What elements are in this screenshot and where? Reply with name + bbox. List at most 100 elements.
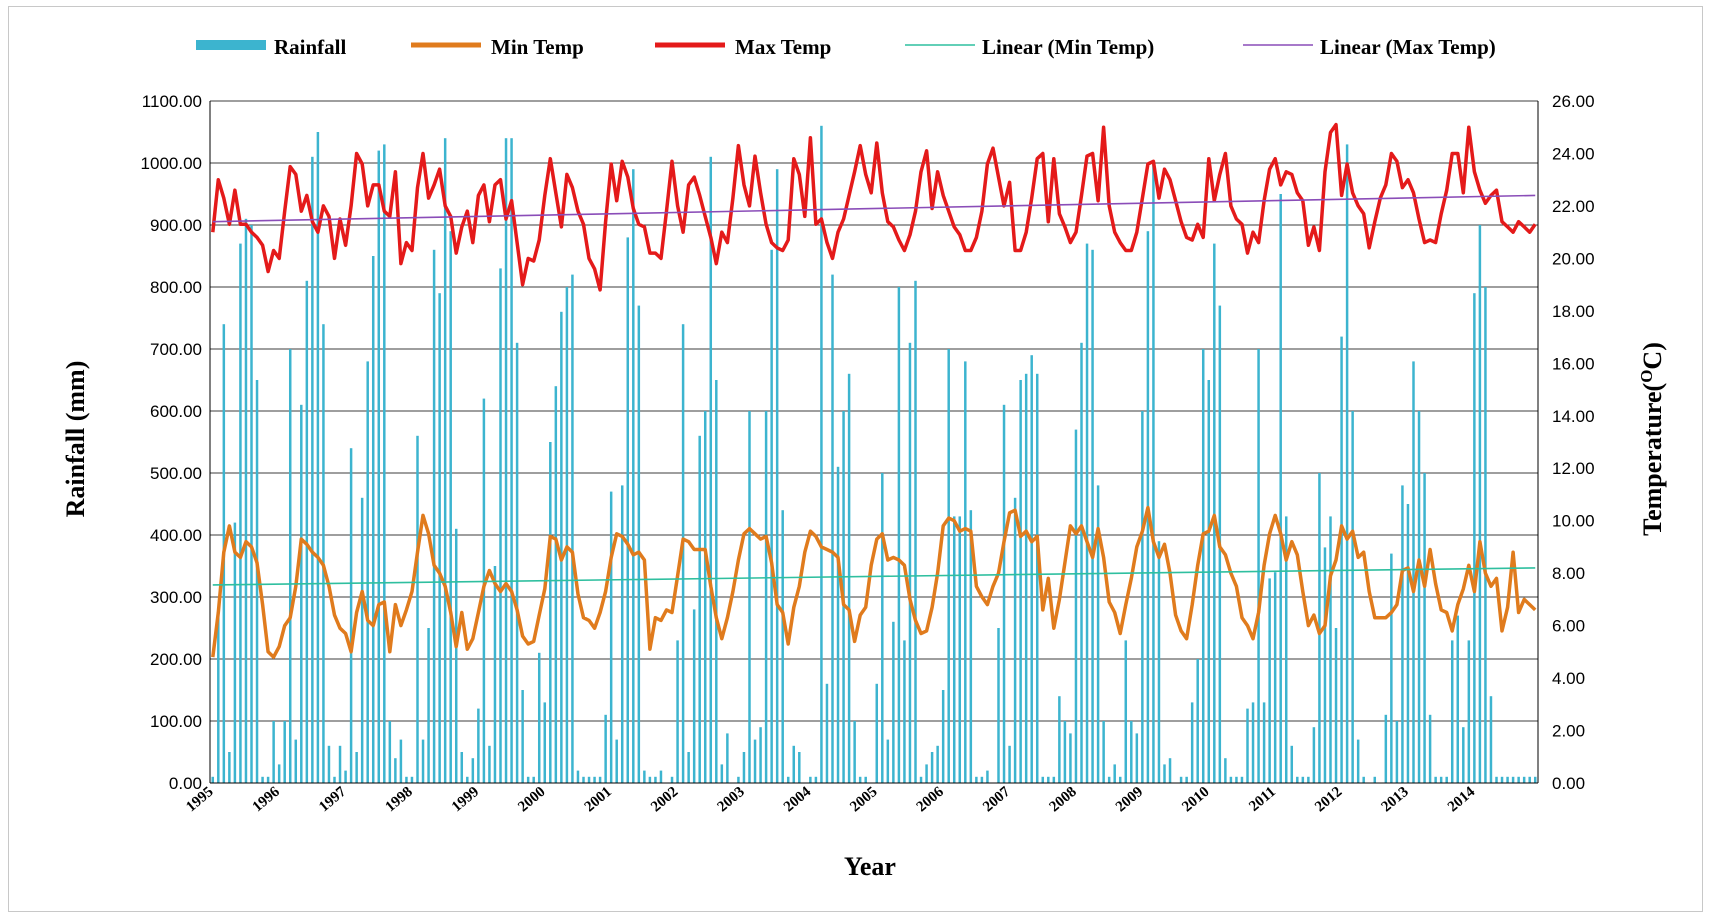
rainfall-bar xyxy=(1406,504,1410,783)
y-right-tick-label: 2.00 xyxy=(1552,722,1585,741)
rainfall-bar xyxy=(322,324,325,783)
rainfall-bar xyxy=(477,708,480,783)
rainfall-bar xyxy=(1224,758,1227,783)
rainfall-bar xyxy=(1058,696,1061,783)
rainfall-bar xyxy=(1456,615,1460,783)
rainfall-bar xyxy=(1190,702,1194,783)
rainfall-bar xyxy=(460,752,464,783)
x-tick-label: 2004 xyxy=(781,783,815,815)
rainfall-bar xyxy=(781,510,784,783)
rainfall-bar xyxy=(1213,243,1216,784)
y-right-tick-label: 16.00 xyxy=(1552,354,1595,373)
x-tick-label: 2012 xyxy=(1312,784,1345,816)
rainfall-bar xyxy=(925,764,928,783)
x-tick-label: 2003 xyxy=(715,784,748,816)
rainfall-bar xyxy=(360,497,364,783)
y-right-tick-label: 4.00 xyxy=(1552,669,1585,688)
rainfall-bar xyxy=(1384,714,1388,783)
legend-label-min-temp: Min Temp xyxy=(491,35,584,59)
rainfall-bar xyxy=(383,144,386,783)
y-left-tick-label: 1100.00 xyxy=(142,92,202,111)
rainfall-bar xyxy=(759,727,762,783)
rainfall-bar xyxy=(1063,721,1067,783)
min-temp-line xyxy=(211,505,1537,659)
rainfall-bar xyxy=(798,752,801,783)
rainfall-bar xyxy=(1179,776,1183,783)
rainfall-bar xyxy=(1533,776,1537,783)
x-tick-label: 2002 xyxy=(648,784,681,816)
rainfall-bar xyxy=(831,274,834,783)
rainfall-bar xyxy=(1240,776,1244,783)
rainfall-bar xyxy=(427,628,430,783)
rainfall-bar xyxy=(449,231,452,783)
x-tick-label: 2000 xyxy=(515,784,548,816)
linear-min-temp-line xyxy=(212,567,1536,586)
rainfall-bar xyxy=(632,169,635,783)
rainfall-bar xyxy=(997,628,1000,783)
rainfall-bar xyxy=(471,758,475,783)
rainfall-bar xyxy=(526,776,530,783)
x-axis-title: Year xyxy=(844,852,896,881)
rainfall-bar xyxy=(283,721,286,783)
rainfall-bar xyxy=(820,125,823,784)
rainfall-bar xyxy=(554,386,558,783)
rainfall-bar xyxy=(1390,553,1393,783)
rainfall-bar xyxy=(1107,776,1111,783)
rainfall-bar xyxy=(964,361,967,783)
rainfall-bar xyxy=(1168,758,1172,783)
x-tick-label: 2007 xyxy=(980,783,1014,815)
y-axis-right-title-suffix: C) xyxy=(1638,342,1667,369)
x-tick-label: 2009 xyxy=(1113,784,1146,816)
rainfall-bar xyxy=(1484,287,1487,783)
rainfall-bar xyxy=(1290,745,1294,783)
rainfall-bar xyxy=(892,621,895,783)
rainfall-bar xyxy=(1340,336,1343,783)
rainfall-bar xyxy=(1229,776,1233,783)
x-tick-label: 2010 xyxy=(1179,784,1212,816)
rainfall-bar xyxy=(1279,194,1282,783)
axes: 0.00 100.00 200.00 300.00 400.00 500.00 600.00… xyxy=(141,92,1595,815)
rainfall-bar xyxy=(626,237,630,783)
rainfall-bar xyxy=(1201,349,1205,783)
rainfall-bar xyxy=(709,156,713,784)
rainfall-bar xyxy=(1074,429,1078,783)
rainfall-bar xyxy=(1085,243,1089,784)
rainfall-bar xyxy=(670,776,674,783)
rainfall-bar xyxy=(521,690,524,783)
rainfall-bar xyxy=(1052,776,1056,783)
rainfall-bar xyxy=(1356,739,1360,783)
rainfall-bar xyxy=(228,752,231,783)
y-right-tick-label: 26.00 xyxy=(1552,92,1595,111)
rainfall-bar xyxy=(388,721,392,783)
rainfall-bar xyxy=(1445,776,1448,783)
rainfall-bar xyxy=(454,528,458,783)
rainfall-bar xyxy=(1528,776,1531,783)
max-temp-line xyxy=(211,122,1537,292)
legend-label-linear-max: Linear (Max Temp) xyxy=(1320,35,1496,59)
rainfall-bar xyxy=(947,349,950,783)
rainfall-bar xyxy=(300,404,303,783)
rainfall-bar xyxy=(687,752,690,783)
rainfall-bar xyxy=(1511,776,1515,783)
rainfall-bar xyxy=(239,243,242,784)
rainfall-bar xyxy=(654,776,657,783)
rainfall-bar xyxy=(930,752,934,783)
rainfall-bar xyxy=(1284,516,1288,783)
rainfall-bar xyxy=(277,764,281,783)
y-right-tick-label: 0.00 xyxy=(1552,774,1585,793)
rainfall-bar xyxy=(493,566,497,783)
rainfall-bar xyxy=(399,739,403,783)
rainfall-bar xyxy=(1450,640,1454,783)
rainfall-bar xyxy=(737,776,740,783)
rainfall-bar xyxy=(604,714,607,783)
x-tick-label: 2006 xyxy=(914,783,948,815)
rainfall-bar xyxy=(853,721,856,783)
rainfall-bar xyxy=(875,683,879,783)
rainfall-bar xyxy=(980,776,984,783)
temperature-lines xyxy=(211,122,1537,659)
rainfall-bar xyxy=(986,770,989,783)
rainfall-bar xyxy=(809,776,812,783)
rainfall-bar xyxy=(1257,349,1260,783)
rainfall-bar xyxy=(571,274,574,783)
rainfall-bar xyxy=(1412,361,1415,783)
